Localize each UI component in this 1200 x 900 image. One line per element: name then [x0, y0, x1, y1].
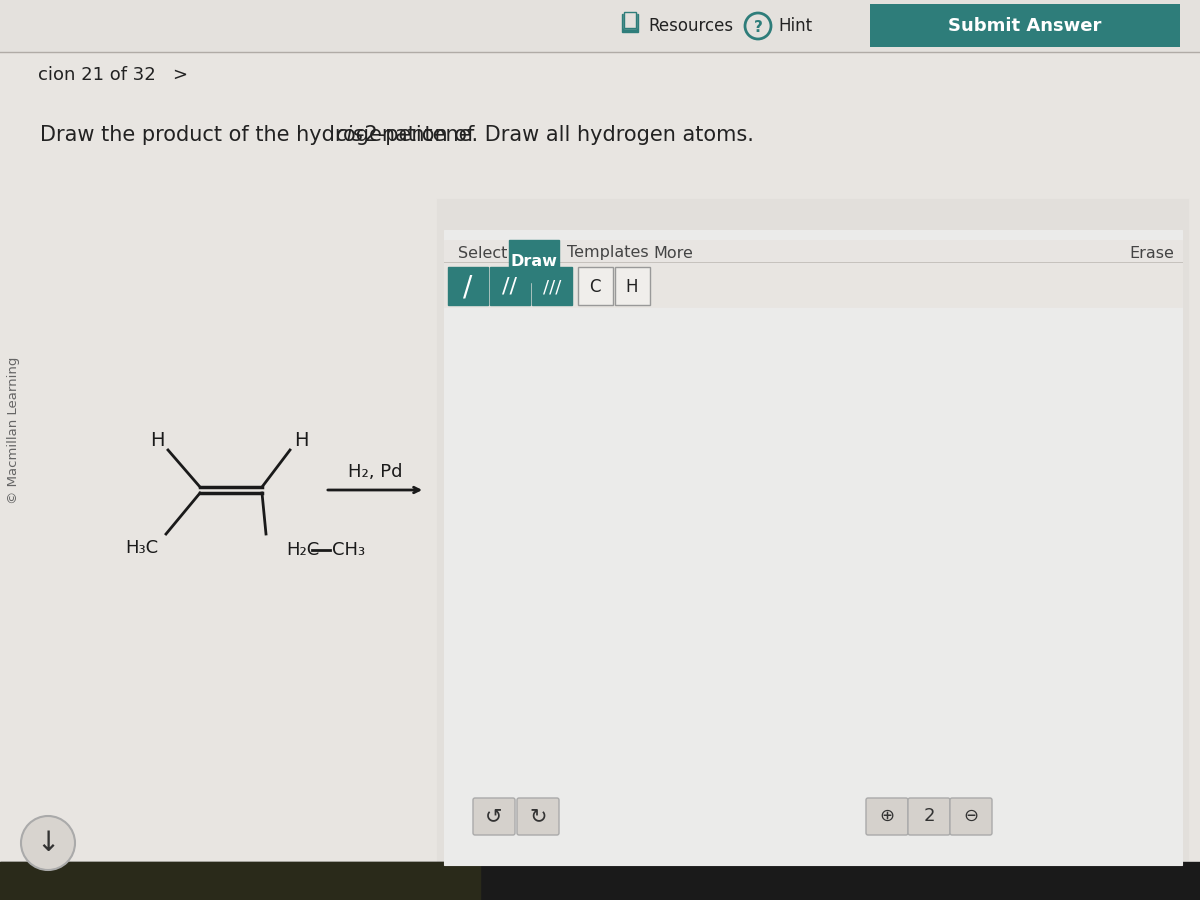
Text: Hint: Hint [778, 17, 812, 35]
Bar [624, 12, 636, 28]
FancyBboxPatch shape [870, 4, 1180, 47]
Text: cion 21 of 32   >: cion 21 of 32 > [38, 66, 188, 84]
Bar [0, 862, 1200, 900]
Text: H: H [294, 430, 308, 449]
FancyBboxPatch shape [908, 798, 950, 835]
Bar [448, 267, 488, 305]
Circle shape [22, 816, 74, 870]
Bar [532, 267, 572, 305]
Text: Resources: Resources [648, 17, 733, 35]
Bar [0, 862, 480, 900]
Bar [438, 200, 1188, 870]
Text: Submit Answer: Submit Answer [948, 17, 1102, 35]
Text: More: More [653, 246, 692, 260]
Bar [444, 240, 1182, 282]
Text: CH₃: CH₃ [332, 541, 365, 559]
Text: Draw: Draw [510, 254, 558, 268]
Text: Templates: Templates [568, 246, 649, 260]
Text: //: // [503, 277, 517, 297]
FancyBboxPatch shape [866, 798, 908, 835]
Text: C: C [589, 278, 601, 296]
Bar [624, 12, 636, 28]
Text: ///: /// [542, 278, 562, 296]
Text: Erase: Erase [1129, 246, 1175, 260]
FancyBboxPatch shape [950, 798, 992, 835]
Text: /: / [463, 273, 473, 301]
Bar [444, 230, 1182, 865]
FancyBboxPatch shape [473, 798, 515, 835]
Text: H₃C: H₃C [126, 539, 158, 557]
Bar [578, 267, 613, 305]
Text: ↻: ↻ [529, 806, 547, 826]
Bar [444, 265, 1182, 307]
Text: -2-pentene. Draw all hydrogen atoms.: -2-pentene. Draw all hydrogen atoms. [356, 125, 754, 145]
Text: Select: Select [458, 246, 508, 260]
Text: ↺: ↺ [485, 806, 503, 826]
Text: Draw the product of the hydrogenation of: Draw the product of the hydrogenation of [40, 125, 481, 145]
Text: 2: 2 [923, 807, 935, 825]
Text: H: H [150, 430, 164, 449]
Bar [622, 14, 638, 32]
Text: cis: cis [335, 125, 364, 145]
Bar [509, 240, 559, 282]
Text: H₂, Pd: H₂, Pd [348, 463, 402, 481]
Text: ⊖: ⊖ [964, 807, 978, 825]
Text: H₂C: H₂C [286, 541, 319, 559]
Text: ↓: ↓ [36, 829, 60, 857]
FancyBboxPatch shape [517, 798, 559, 835]
Bar [490, 267, 530, 305]
Text: ?: ? [754, 20, 762, 34]
Text: ⊕: ⊕ [880, 807, 894, 825]
Bar [0, 0, 1200, 52]
Text: H: H [625, 278, 638, 296]
Text: © Macmillan Learning: © Macmillan Learning [7, 356, 20, 504]
Bar [616, 267, 650, 305]
